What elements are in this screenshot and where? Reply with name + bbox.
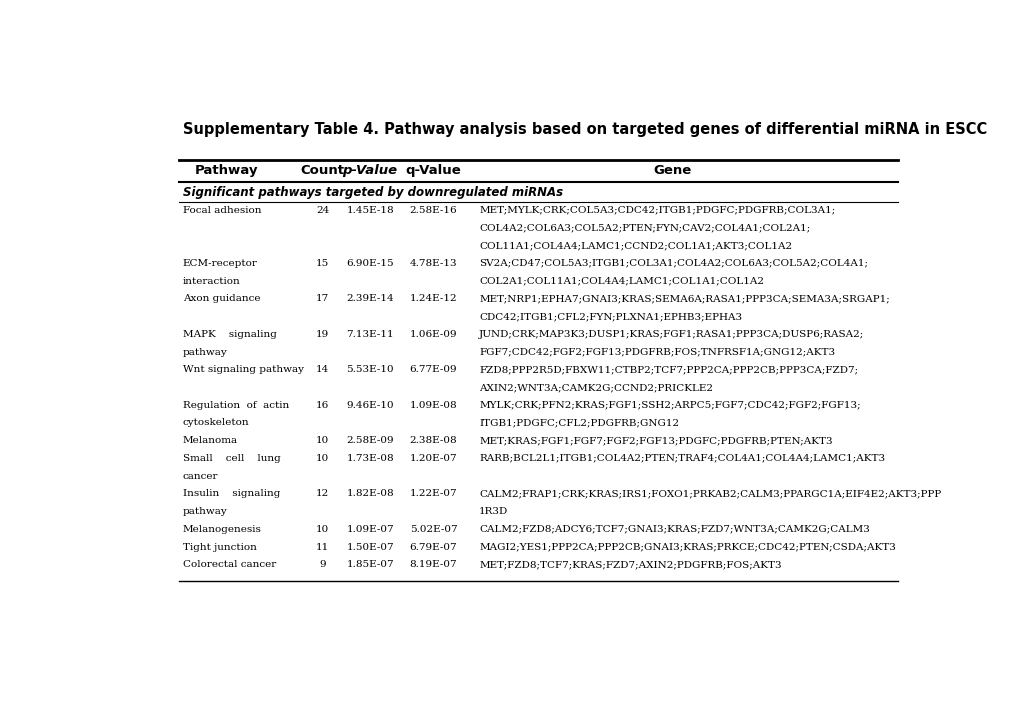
Text: Regulation  of  actin: Regulation of actin — [182, 401, 288, 410]
Text: Pathway: Pathway — [195, 164, 258, 177]
Text: Focal adhesion: Focal adhesion — [182, 206, 261, 215]
Text: 5.02E-07: 5.02E-07 — [410, 525, 457, 534]
Text: 4.78E-13: 4.78E-13 — [410, 258, 457, 268]
Text: MAGI2;YES1;PPP2CA;PPP2CB;GNAI3;KRAS;PRKCE;CDC42;PTEN;CSDA;AKT3: MAGI2;YES1;PPP2CA;PPP2CB;GNAI3;KRAS;PRKC… — [479, 543, 896, 552]
Text: MET;FZD8;TCF7;KRAS;FZD7;AXIN2;PDGFRB;FOS;AKT3: MET;FZD8;TCF7;KRAS;FZD7;AXIN2;PDGFRB;FOS… — [479, 560, 782, 570]
Text: MYLK;CRK;PFN2;KRAS;FGF1;SSH2;ARPC5;FGF7;CDC42;FGF2;FGF13;: MYLK;CRK;PFN2;KRAS;FGF1;SSH2;ARPC5;FGF7;… — [479, 401, 860, 410]
Text: pathway: pathway — [182, 507, 227, 516]
Text: 10: 10 — [316, 436, 329, 445]
Text: 1.22E-07: 1.22E-07 — [410, 490, 457, 498]
Text: 15: 15 — [316, 258, 329, 268]
Text: Tight junction: Tight junction — [182, 543, 257, 552]
Text: FZD8;PPP2R5D;FBXW11;CTBP2;TCF7;PPP2CA;PPP2CB;PPP3CA;FZD7;: FZD8;PPP2R5D;FBXW11;CTBP2;TCF7;PPP2CA;PP… — [479, 365, 858, 374]
Text: 1R3D: 1R3D — [479, 507, 508, 516]
Text: 10: 10 — [316, 525, 329, 534]
Text: SV2A;CD47;COL5A3;ITGB1;COL3A1;COL4A2;COL6A3;COL5A2;COL4A1;: SV2A;CD47;COL5A3;ITGB1;COL3A1;COL4A2;COL… — [479, 258, 867, 268]
Text: JUND;CRK;MAP3K3;DUSP1;KRAS;FGF1;RASA1;PPP3CA;DUSP6;RASA2;: JUND;CRK;MAP3K3;DUSP1;KRAS;FGF1;RASA1;PP… — [479, 330, 864, 339]
Text: 10: 10 — [316, 454, 329, 463]
Text: 2.58E-09: 2.58E-09 — [346, 436, 393, 445]
Text: MET;NRP1;EPHA7;GNAI3;KRAS;SEMA6A;RASA1;PPP3CA;SEMA3A;SRGAP1;: MET;NRP1;EPHA7;GNAI3;KRAS;SEMA6A;RASA1;P… — [479, 294, 890, 303]
Text: 24: 24 — [316, 206, 329, 215]
Text: Insulin    signaling: Insulin signaling — [182, 490, 280, 498]
Text: 1.24E-12: 1.24E-12 — [410, 294, 457, 303]
Text: Melanoma: Melanoma — [182, 436, 237, 445]
Text: 1.06E-09: 1.06E-09 — [410, 330, 457, 339]
Text: MET;MYLK;CRK;COL5A3;CDC42;ITGB1;PDGFC;PDGFRB;COL3A1;: MET;MYLK;CRK;COL5A3;CDC42;ITGB1;PDGFC;PD… — [479, 206, 835, 215]
Text: CALM2;FRAP1;CRK;KRAS;IRS1;FOXO1;PRKAB2;CALM3;PPARGC1A;EIF4E2;AKT3;PPP: CALM2;FRAP1;CRK;KRAS;IRS1;FOXO1;PRKAB2;C… — [479, 490, 941, 498]
Text: 6.90E-15: 6.90E-15 — [346, 258, 393, 268]
Text: 6.79E-07: 6.79E-07 — [410, 543, 457, 552]
Text: 1.82E-08: 1.82E-08 — [346, 490, 393, 498]
Text: 14: 14 — [316, 365, 329, 374]
Text: MAPK    signaling: MAPK signaling — [182, 330, 276, 339]
Text: COL11A1;COL4A4;LAMC1;CCND2;COL1A1;AKT3;COL1A2: COL11A1;COL4A4;LAMC1;CCND2;COL1A1;AKT3;C… — [479, 241, 792, 250]
Text: 1.20E-07: 1.20E-07 — [410, 454, 457, 463]
Text: COL2A1;COL11A1;COL4A4;LAMC1;COL1A1;COL1A2: COL2A1;COL11A1;COL4A4;LAMC1;COL1A1;COL1A… — [479, 276, 763, 286]
Text: cancer: cancer — [182, 472, 218, 481]
Text: Wnt signaling pathway: Wnt signaling pathway — [182, 365, 304, 374]
Text: Count: Count — [301, 164, 344, 177]
Text: AXIN2;WNT3A;CAMK2G;CCND2;PRICKLE2: AXIN2;WNT3A;CAMK2G;CCND2;PRICKLE2 — [479, 383, 712, 392]
Text: 9: 9 — [319, 560, 326, 570]
Text: 1.73E-08: 1.73E-08 — [346, 454, 393, 463]
Text: Axon guidance: Axon guidance — [182, 294, 260, 303]
Text: 6.77E-09: 6.77E-09 — [410, 365, 457, 374]
Text: Colorectal cancer: Colorectal cancer — [182, 560, 276, 570]
Text: 1.45E-18: 1.45E-18 — [346, 206, 393, 215]
Text: CDC42;ITGB1;CFL2;FYN;PLXNA1;EPHB3;EPHA3: CDC42;ITGB1;CFL2;FYN;PLXNA1;EPHB3;EPHA3 — [479, 312, 742, 321]
Text: 7.13E-11: 7.13E-11 — [346, 330, 393, 339]
Text: cytoskeleton: cytoskeleton — [182, 418, 250, 428]
Text: 8.19E-07: 8.19E-07 — [410, 560, 457, 570]
Text: COL4A2;COL6A3;COL5A2;PTEN;FYN;CAV2;COL4A1;COL2A1;: COL4A2;COL6A3;COL5A2;PTEN;FYN;CAV2;COL4A… — [479, 223, 810, 233]
Text: q-Value: q-Value — [406, 164, 461, 177]
Text: 2.58E-16: 2.58E-16 — [410, 206, 457, 215]
Text: interaction: interaction — [182, 276, 240, 286]
Text: 16: 16 — [316, 401, 329, 410]
Text: Significant pathways targeted by downregulated miRNAs: Significant pathways targeted by downreg… — [182, 186, 562, 199]
Text: pathway: pathway — [182, 348, 227, 356]
Text: ITGB1;PDGFC;CFL2;PDGFRB;GNG12: ITGB1;PDGFC;CFL2;PDGFRB;GNG12 — [479, 418, 679, 428]
Text: 2.39E-14: 2.39E-14 — [346, 294, 393, 303]
Text: 12: 12 — [316, 490, 329, 498]
Text: Small    cell    lung: Small cell lung — [182, 454, 280, 463]
Text: 1.50E-07: 1.50E-07 — [346, 543, 393, 552]
Text: CALM2;FZD8;ADCY6;TCF7;GNAI3;KRAS;FZD7;WNT3A;CAMK2G;CALM3: CALM2;FZD8;ADCY6;TCF7;GNAI3;KRAS;FZD7;WN… — [479, 525, 869, 534]
Text: RARB;BCL2L1;ITGB1;COL4A2;PTEN;TRAF4;COL4A1;COL4A4;LAMC1;AKT3: RARB;BCL2L1;ITGB1;COL4A2;PTEN;TRAF4;COL4… — [479, 454, 884, 463]
Text: FGF7;CDC42;FGF2;FGF13;PDGFRB;FOS;TNFRSF1A;GNG12;AKT3: FGF7;CDC42;FGF2;FGF13;PDGFRB;FOS;TNFRSF1… — [479, 348, 835, 356]
Text: 1.85E-07: 1.85E-07 — [346, 560, 393, 570]
Text: 1.09E-07: 1.09E-07 — [346, 525, 393, 534]
Text: 19: 19 — [316, 330, 329, 339]
Text: 9.46E-10: 9.46E-10 — [346, 401, 393, 410]
Text: 11: 11 — [316, 543, 329, 552]
Text: Supplementary Table 4. Pathway analysis based on targeted genes of differential : Supplementary Table 4. Pathway analysis … — [182, 122, 986, 138]
Text: 1.09E-08: 1.09E-08 — [410, 401, 457, 410]
Text: 17: 17 — [316, 294, 329, 303]
Text: MET;KRAS;FGF1;FGF7;FGF2;FGF13;PDGFC;PDGFRB;PTEN;AKT3: MET;KRAS;FGF1;FGF7;FGF2;FGF13;PDGFC;PDGF… — [479, 436, 833, 445]
Text: Gene: Gene — [653, 164, 691, 177]
Text: Melanogenesis: Melanogenesis — [182, 525, 262, 534]
Text: 5.53E-10: 5.53E-10 — [346, 365, 393, 374]
Text: p-Value: p-Value — [342, 164, 397, 177]
Text: 2.38E-08: 2.38E-08 — [410, 436, 457, 445]
Text: ECM-receptor: ECM-receptor — [182, 258, 258, 268]
